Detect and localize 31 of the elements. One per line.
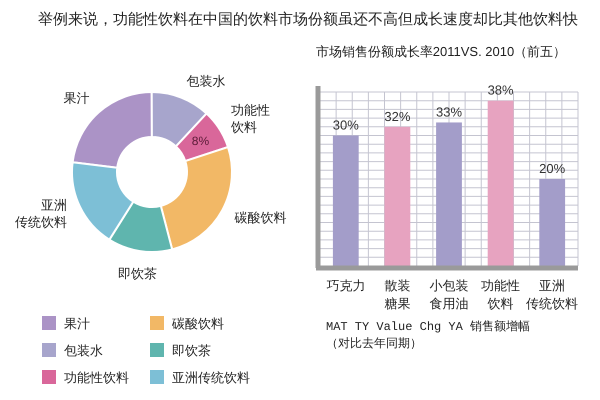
- legend-label: 碳酸饮料: [171, 316, 224, 331]
- x-tick-label: 亚洲传统饮料: [526, 278, 578, 311]
- bar: [332, 136, 359, 266]
- data-label: 20%: [539, 161, 566, 176]
- slice-label: 功能性饮料: [230, 102, 270, 134]
- data-label: 33%: [436, 104, 462, 120]
- slice-label: 包装水: [186, 73, 226, 88]
- bar: [384, 126, 410, 266]
- data-label: 32%: [384, 108, 411, 124]
- x-tick-label: 功能性饮料: [481, 278, 520, 311]
- x-tick-label: 巧克力: [326, 278, 366, 293]
- x-tick-label: 小包装食用油: [430, 278, 468, 311]
- chart-title: 举例来说，功能性饮料在中国的饮料市场份额虽还不高但成长速度却比其他饮料快: [38, 11, 578, 28]
- slice-label: 果汁: [64, 90, 90, 106]
- legend-label: 果汁: [64, 316, 90, 331]
- legend-label: 即饮茶: [172, 343, 211, 358]
- x-tick-label: 散装糖果: [384, 278, 410, 311]
- slice-label: 亚洲传统饮料: [15, 197, 68, 230]
- data-label: 8%: [192, 134, 210, 148]
- bar: [436, 122, 462, 266]
- slice-label: 碳酸饮料: [234, 210, 287, 225]
- text: MAT TY Value Chg YA 销售额增幅（对比去年同期）: [326, 319, 530, 351]
- legend-label: 包装水: [64, 343, 103, 358]
- data-label: 30%: [332, 118, 360, 132]
- data-label: 38%: [488, 82, 514, 98]
- legend-label: 亚洲传统饮料: [172, 370, 250, 385]
- bar: [488, 100, 514, 266]
- bar: [539, 179, 566, 266]
- slice-label: 即饮茶: [118, 266, 158, 281]
- chart-title: 市场销售份额成长率2011VS. 2010（前五）: [316, 44, 566, 59]
- legend-label: 功能性饮料: [64, 370, 129, 385]
